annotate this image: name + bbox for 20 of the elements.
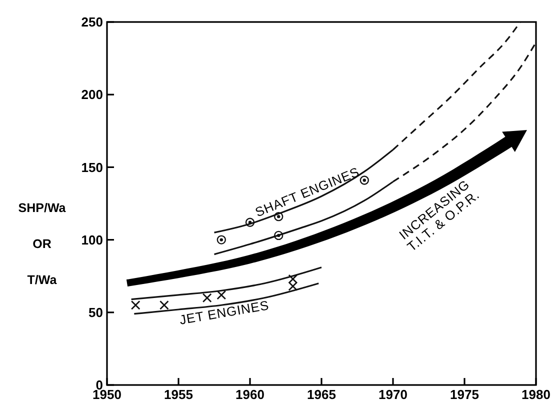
y-tick-label: 100 xyxy=(81,232,103,248)
y-tick-label: 150 xyxy=(81,160,103,175)
x-tick-label: 1980 xyxy=(522,387,550,402)
point xyxy=(245,218,255,227)
x-tick-label: 1955 xyxy=(164,387,193,402)
y-tick-label: 250 xyxy=(81,14,103,30)
y-tick-label: 50 xyxy=(88,304,103,320)
text: SHP/Wa OR T/Wa xyxy=(18,200,66,287)
point xyxy=(216,290,226,300)
point xyxy=(216,235,226,244)
x-tick-label: 1965 xyxy=(307,387,336,402)
x-tick-label: 1960 xyxy=(236,387,264,402)
x-tick-label: 1975 xyxy=(450,387,479,402)
y-tick-label: 200 xyxy=(81,87,103,102)
x-tick-label: 1970 xyxy=(378,387,408,402)
point xyxy=(202,293,212,303)
point xyxy=(160,300,169,310)
point xyxy=(360,176,369,185)
point xyxy=(274,230,284,240)
annotation: JET ENGINES xyxy=(178,298,270,328)
